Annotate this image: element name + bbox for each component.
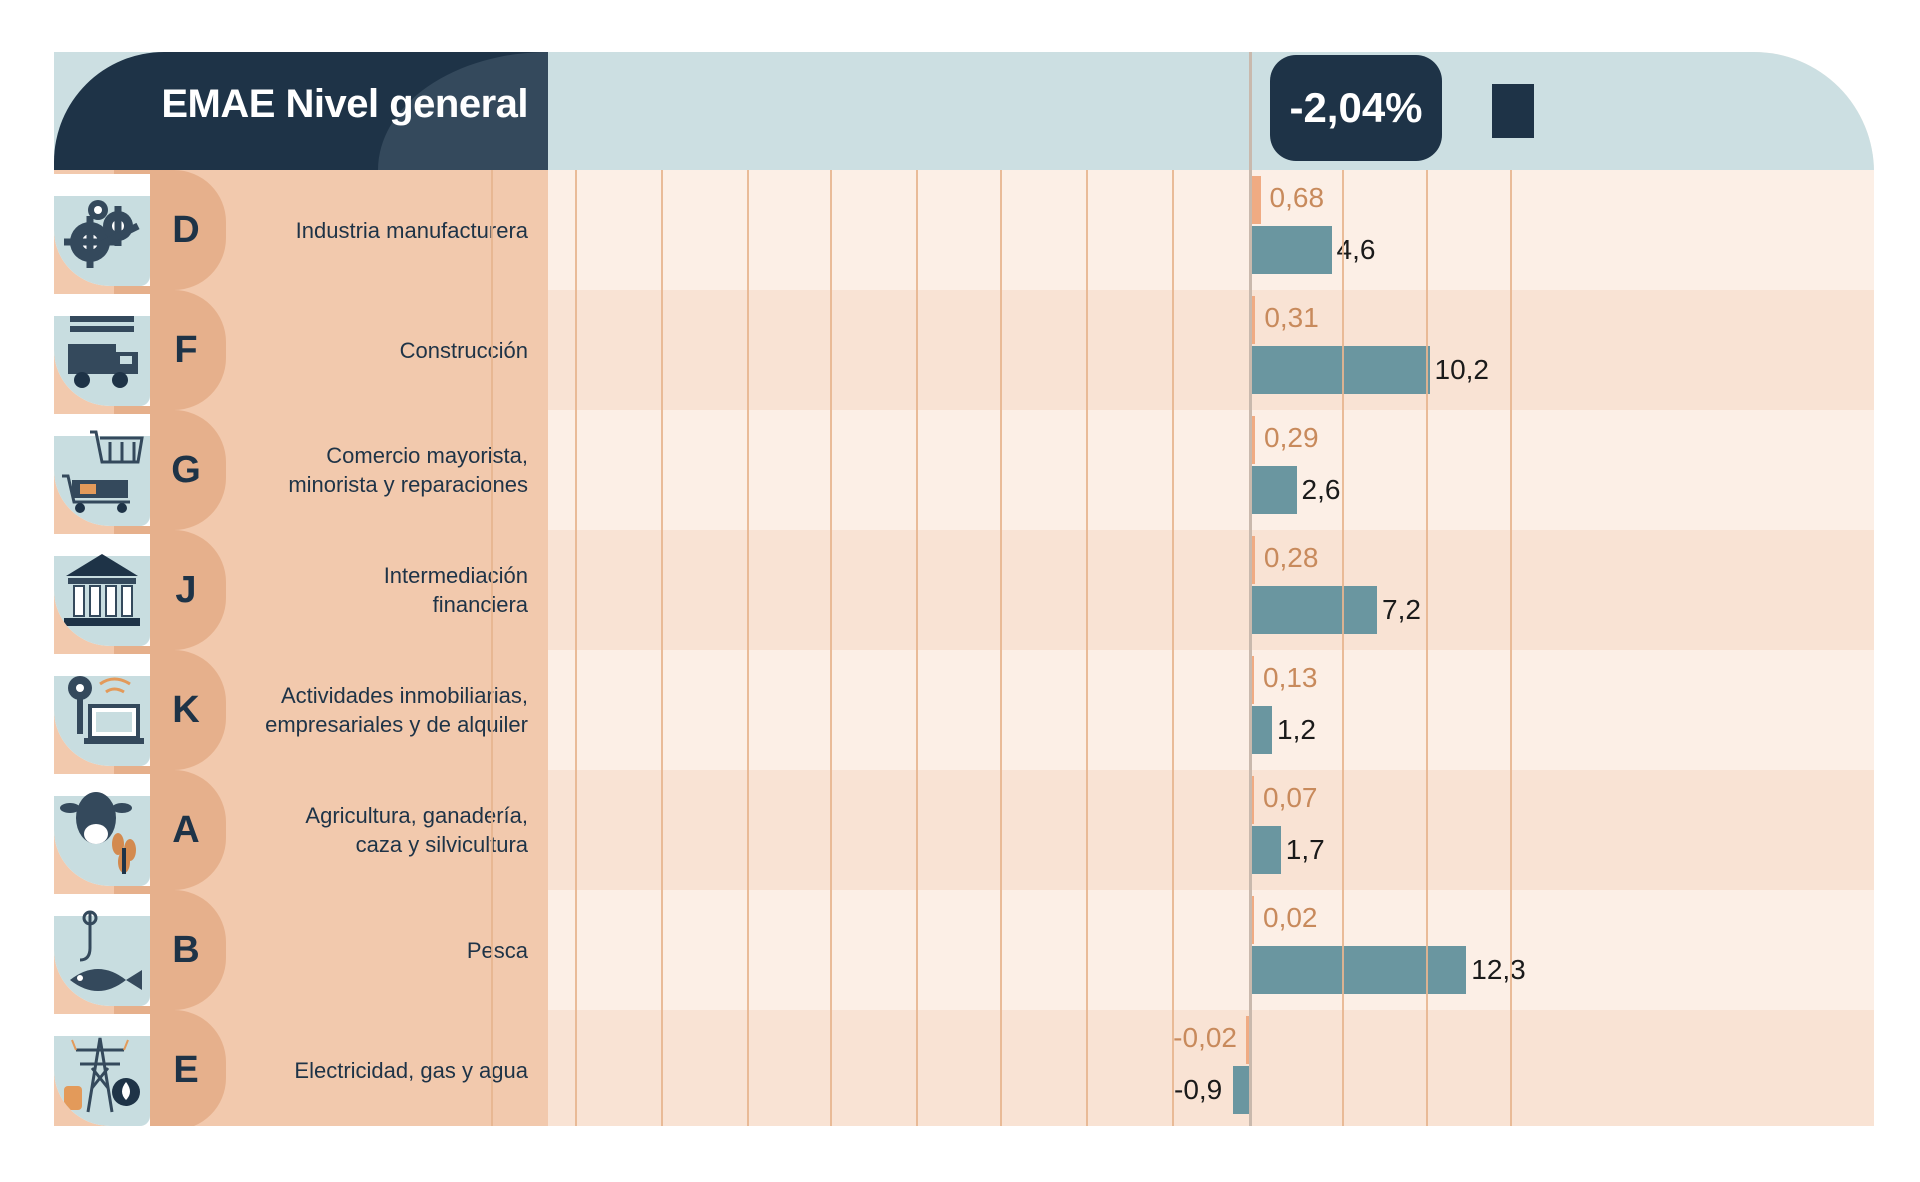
sector-icon-badge: [54, 414, 150, 526]
contribution-label: 0,31: [1264, 302, 1319, 333]
gridline: [575, 170, 577, 1126]
sector-label-cell: B Pesca: [54, 890, 548, 1010]
contribution-label: 0,29: [1264, 422, 1319, 453]
sector-name: Intermediación financiera: [383, 563, 528, 617]
sector-letter: K: [172, 689, 200, 731]
variation-label: 2,6: [1301, 474, 1341, 505]
contribution-label: 0,02: [1263, 902, 1318, 933]
gridline: [1510, 170, 1512, 1126]
sector-name: Electricidad, gas y agua: [294, 1057, 528, 1083]
zero-axis: [1249, 52, 1252, 1126]
sector-name: Actividades inmobiliarias, empresariales…: [265, 683, 528, 737]
sector-letter: G: [171, 449, 201, 491]
sector-icon-badge: [54, 774, 150, 886]
contribution-label: 0,13: [1263, 662, 1318, 693]
sector-row: E Electricidad, gas y agua -0,02 -0,9: [54, 1010, 1874, 1126]
row-background: [548, 770, 1874, 890]
sector-icon-badge: [54, 1014, 150, 1126]
variation-label: 7,2: [1382, 594, 1421, 625]
contribution-bar: [1251, 536, 1255, 584]
row-background: [548, 410, 1874, 530]
sector-row: A Agricultura, ganadería, caza y silvicul…: [54, 770, 1874, 890]
row-background: [548, 290, 1874, 410]
contribution-bar: [1251, 776, 1254, 824]
variation-bar: [1233, 1066, 1249, 1114]
gridline: [747, 170, 749, 1126]
sector-label-cell: K Actividades inmobiliarias, empresariale…: [54, 650, 548, 770]
sector-icon-badge: [54, 294, 150, 406]
gridline: [491, 170, 493, 1126]
sector-letter: A: [172, 809, 200, 851]
variation-label: 12,3: [1471, 954, 1526, 985]
sector-name: Pesca: [466, 937, 528, 963]
sector-label-cell: E Electricidad, gas y agua: [54, 1010, 548, 1126]
sector-label-cell: F Construcción: [54, 290, 548, 410]
sector-letter: J: [175, 569, 197, 611]
variation-label: 1,2: [1277, 714, 1316, 745]
total-value-badge: -2,04%: [1270, 55, 1442, 161]
sector-row: G Comercio mayorista, minorista y reparac…: [54, 410, 1874, 530]
sector-icon-badge: [54, 174, 150, 286]
sector-letter: F: [174, 329, 198, 371]
gridline: [830, 170, 832, 1126]
sector-letter: E: [173, 1049, 199, 1091]
gridline: [1342, 170, 1344, 1126]
sector-name: Agricultura, ganadería, caza y silvicult…: [305, 803, 528, 857]
contribution-bar: [1251, 296, 1256, 344]
sector-label-cell: J Intermediación financiera: [54, 530, 548, 650]
row-background: [548, 890, 1874, 1010]
contribution-label: -0,02: [1173, 1022, 1237, 1053]
sector-letter: B: [172, 929, 200, 971]
gridline: [916, 170, 918, 1126]
sector-name: Comercio mayorista, minorista y reparaci…: [288, 443, 528, 497]
sector-icon-badge: [54, 534, 150, 646]
variation-bar: [1251, 946, 1467, 994]
contribution-bar: [1251, 656, 1254, 704]
gridline: [1426, 170, 1428, 1126]
sector-letter: D: [172, 209, 200, 251]
row-background: [548, 530, 1874, 650]
contribution-label: 0,28: [1263, 542, 1319, 573]
contribution-label: 0,07: [1263, 782, 1318, 813]
contribution-bar: [1251, 176, 1261, 224]
variation-label: 1,7: [1285, 834, 1325, 865]
total-bar-marker: [1492, 84, 1534, 138]
contribution-label: 0,68: [1269, 182, 1325, 213]
sector-row: J Intermediación financiera 0,28 7,2: [54, 530, 1874, 650]
sector-row: B Pesca 0,02 12,3: [54, 890, 1874, 1010]
sector-icon-badge: [54, 894, 150, 1006]
chart-title: EMAE Nivel general: [161, 82, 528, 126]
icon-backdrop: [54, 916, 150, 1006]
variation-bar: [1251, 586, 1377, 634]
row-background: [548, 1010, 1874, 1126]
sector-row: D Industria manufacturera 0,68 4,6: [54, 170, 1874, 290]
contribution-bar: [1246, 1016, 1249, 1064]
sector-row: K Actividades inmobiliarias, empresariale…: [54, 650, 1874, 770]
sector-label-cell: G Comercio mayorista, minorista y reparac…: [54, 410, 548, 530]
row-background: [548, 170, 1874, 290]
title-box: EMAE Nivel general: [54, 52, 548, 170]
sector-name: Construcción: [399, 337, 528, 363]
sector-label-cell: A Agricultura, ganadería, caza y silvicul…: [54, 770, 548, 890]
rows: D Industria manufacturera 0,68 4,6 F Construc…: [54, 170, 1874, 1126]
contribution-bar: [1251, 896, 1254, 944]
variation-bar: [1251, 346, 1430, 394]
gridline: [1086, 170, 1088, 1126]
gridline: [661, 170, 663, 1126]
variation-label: 10,2: [1434, 354, 1490, 385]
sector-name: Industria manufacturera: [295, 217, 528, 243]
variation-label: -0,9: [1174, 1074, 1223, 1105]
sector-label-cell: D Industria manufacturera: [54, 170, 548, 290]
variation-bar: [1251, 826, 1281, 874]
variation-bar: [1251, 706, 1272, 754]
row-background: [548, 650, 1874, 770]
chart-card: EMAE Nivel general -2,04% D Industria man…: [54, 52, 1874, 1126]
variation-bar: [1251, 226, 1332, 274]
sector-icon-badge: [54, 654, 150, 766]
gridline: [1172, 170, 1174, 1126]
sector-row: F Construcción 0,31 10,2: [54, 290, 1874, 410]
gridline: [1000, 170, 1002, 1126]
contribution-bar: [1251, 416, 1256, 464]
variation-bar: [1251, 466, 1297, 514]
